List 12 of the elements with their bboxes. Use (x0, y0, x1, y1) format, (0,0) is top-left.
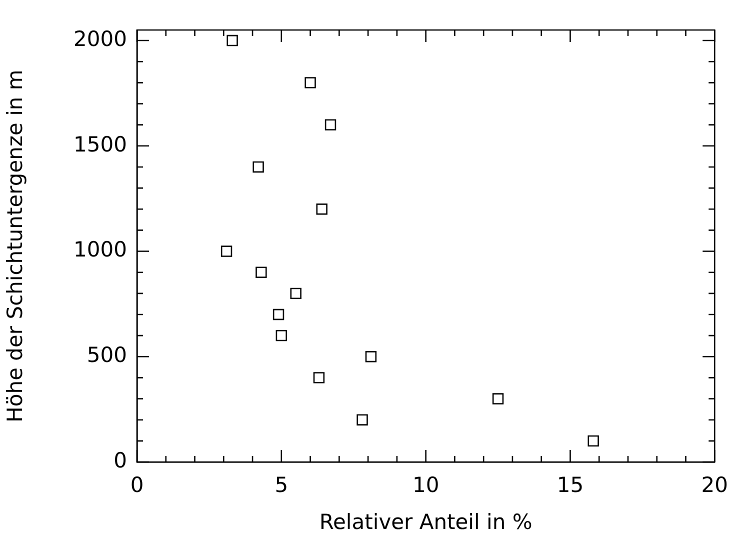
y-tick-label: 1500 (74, 132, 127, 156)
y-tick-label: 0 (114, 448, 127, 472)
x-tick-label: 0 (130, 473, 144, 498)
y-axis-title: Höhe der Schichtuntergenze in m (3, 70, 28, 422)
y-tick-label: 500 (86, 343, 127, 368)
y-tick-label: 2000 (74, 26, 127, 51)
x-tick-label: 15 (556, 473, 584, 498)
x-tick-label: 10 (412, 473, 440, 498)
x-axis-title: Relativer Anteil in % (319, 510, 532, 534)
x-tick-label: 5 (274, 473, 288, 498)
x-tick-label: 20 (701, 473, 728, 498)
y-tick-label: 1000 (74, 238, 127, 262)
